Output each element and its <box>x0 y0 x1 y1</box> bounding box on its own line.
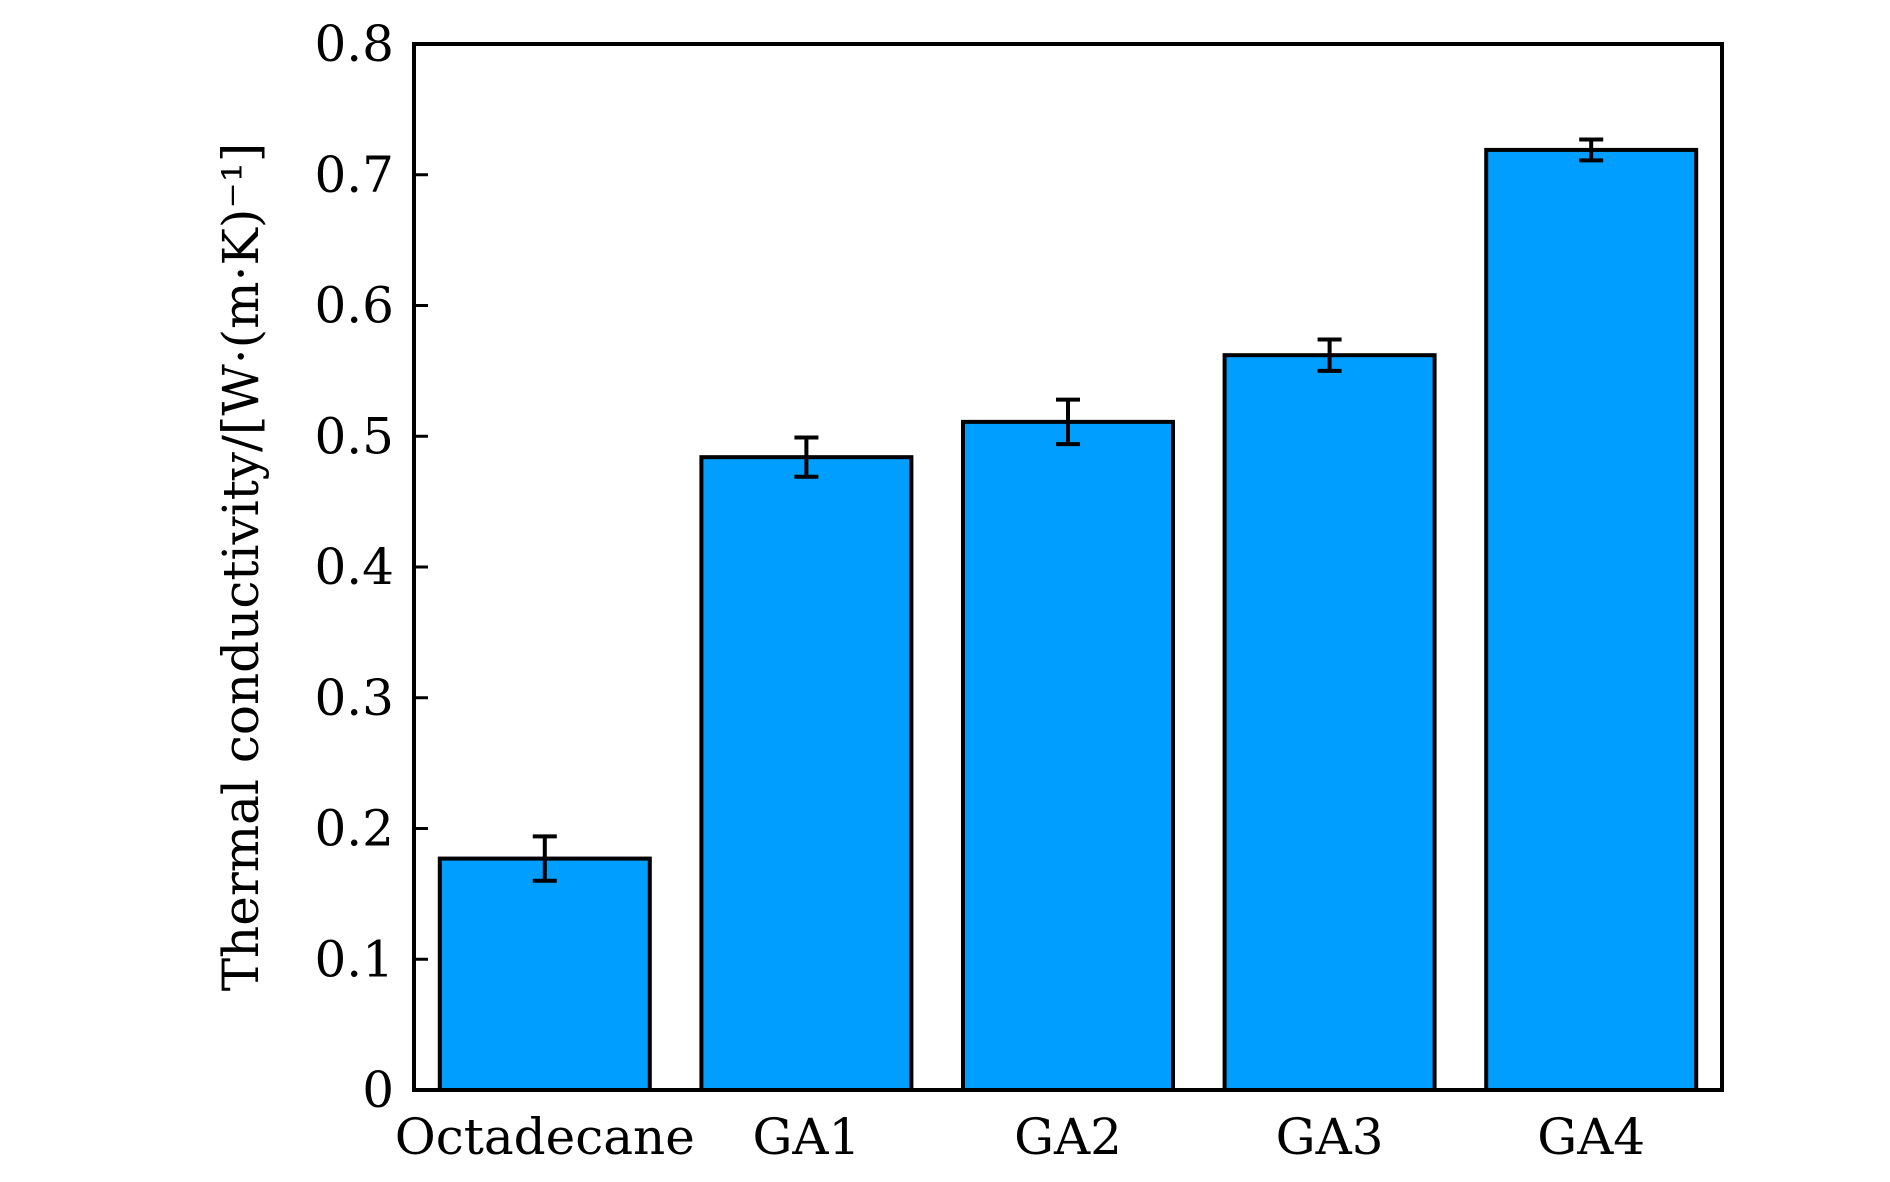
y-tick-label: 0.2 <box>314 800 394 858</box>
y-axis-title: Thermal conductivity/[W·(m·K)⁻¹] <box>212 143 270 992</box>
error-bar-ga4 <box>1579 137 1604 163</box>
x-axis-labels: Octadecane GA1 GA2 GA3 GA4 <box>395 1108 1645 1166</box>
y-axis-ticks: 0 0.1 0.2 0.3 0.4 0.5 0.6 0.7 0.8 <box>314 15 428 1119</box>
y-tick-label: 0.6 <box>314 277 394 335</box>
bar-octadecane <box>437 856 652 1093</box>
y-tick-label: 0.7 <box>314 146 394 204</box>
x-tick-label: GA3 <box>1276 1108 1384 1166</box>
y-tick-label: 0.3 <box>314 669 394 727</box>
bars-layer <box>437 147 1699 1093</box>
x-tick-label: Octadecane <box>395 1108 695 1166</box>
y-tick-label: 0.4 <box>314 538 394 596</box>
y-tick-label: 0 <box>362 1061 394 1119</box>
y-tick-label: 0.1 <box>314 930 394 988</box>
errorbars-layer <box>532 137 1604 883</box>
error-bar-ga1 <box>794 435 819 479</box>
y-tick-label: 0.8 <box>314 15 394 73</box>
bar-ga1 <box>699 455 914 1093</box>
error-bar-ga2 <box>1056 397 1080 447</box>
x-tick-label: GA1 <box>752 1108 860 1166</box>
x-tick-label: GA4 <box>1537 1108 1645 1166</box>
bar-ga4 <box>1484 147 1699 1093</box>
x-tick-label: GA2 <box>1014 1108 1122 1166</box>
error-bar-octadecane <box>532 834 557 883</box>
y-tick-label: 0.5 <box>314 407 394 465</box>
error-bar-ga3 <box>1317 337 1342 373</box>
bar-ga3 <box>1222 353 1437 1092</box>
bar-ga2 <box>961 419 1175 1092</box>
